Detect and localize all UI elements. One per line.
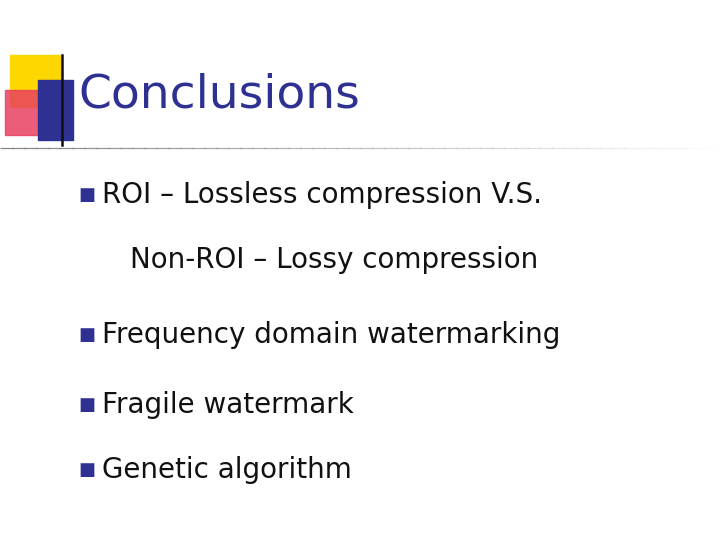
Bar — [38, 80, 73, 140]
Text: ■: ■ — [78, 461, 95, 479]
Text: ■: ■ — [78, 396, 95, 414]
Text: Fragile watermark: Fragile watermark — [102, 391, 354, 419]
Text: Non-ROI – Lossy compression: Non-ROI – Lossy compression — [130, 246, 539, 274]
Text: ■: ■ — [78, 186, 95, 204]
Text: Frequency domain watermarking: Frequency domain watermarking — [102, 321, 560, 349]
Text: ■: ■ — [78, 326, 95, 344]
Text: ROI – Lossless compression V.S.: ROI – Lossless compression V.S. — [102, 181, 542, 209]
Text: Conclusions: Conclusions — [78, 72, 360, 118]
Text: Genetic algorithm: Genetic algorithm — [102, 456, 352, 484]
Bar — [10, 55, 62, 107]
Bar — [5, 90, 55, 135]
